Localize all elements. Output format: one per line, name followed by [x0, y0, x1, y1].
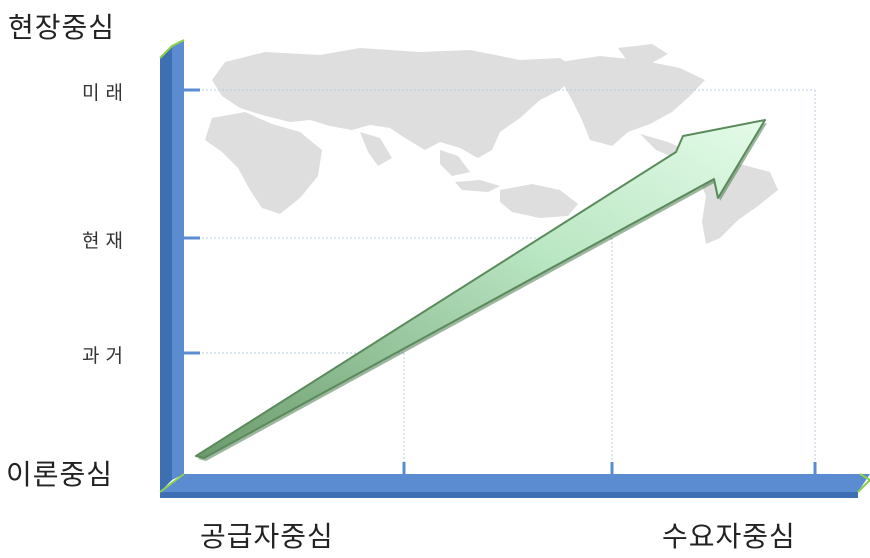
trend-arrow	[195, 119, 767, 461]
y-axis-top-label: 현장중심	[8, 11, 116, 44]
y-axis-bottom-label: 이론중심	[6, 458, 114, 491]
level-label-past: 과거	[82, 345, 129, 367]
x-ticks	[402, 462, 817, 476]
x-axis-left-label: 공급자중심	[200, 520, 334, 553]
level-label-future: 미래	[82, 82, 129, 104]
x-axis	[159, 473, 870, 498]
y-ticks	[180, 88, 200, 355]
x-axis-right-label: 수요자중심	[662, 520, 796, 553]
y-axis	[159, 39, 185, 492]
level-label-present: 현재	[82, 230, 129, 252]
